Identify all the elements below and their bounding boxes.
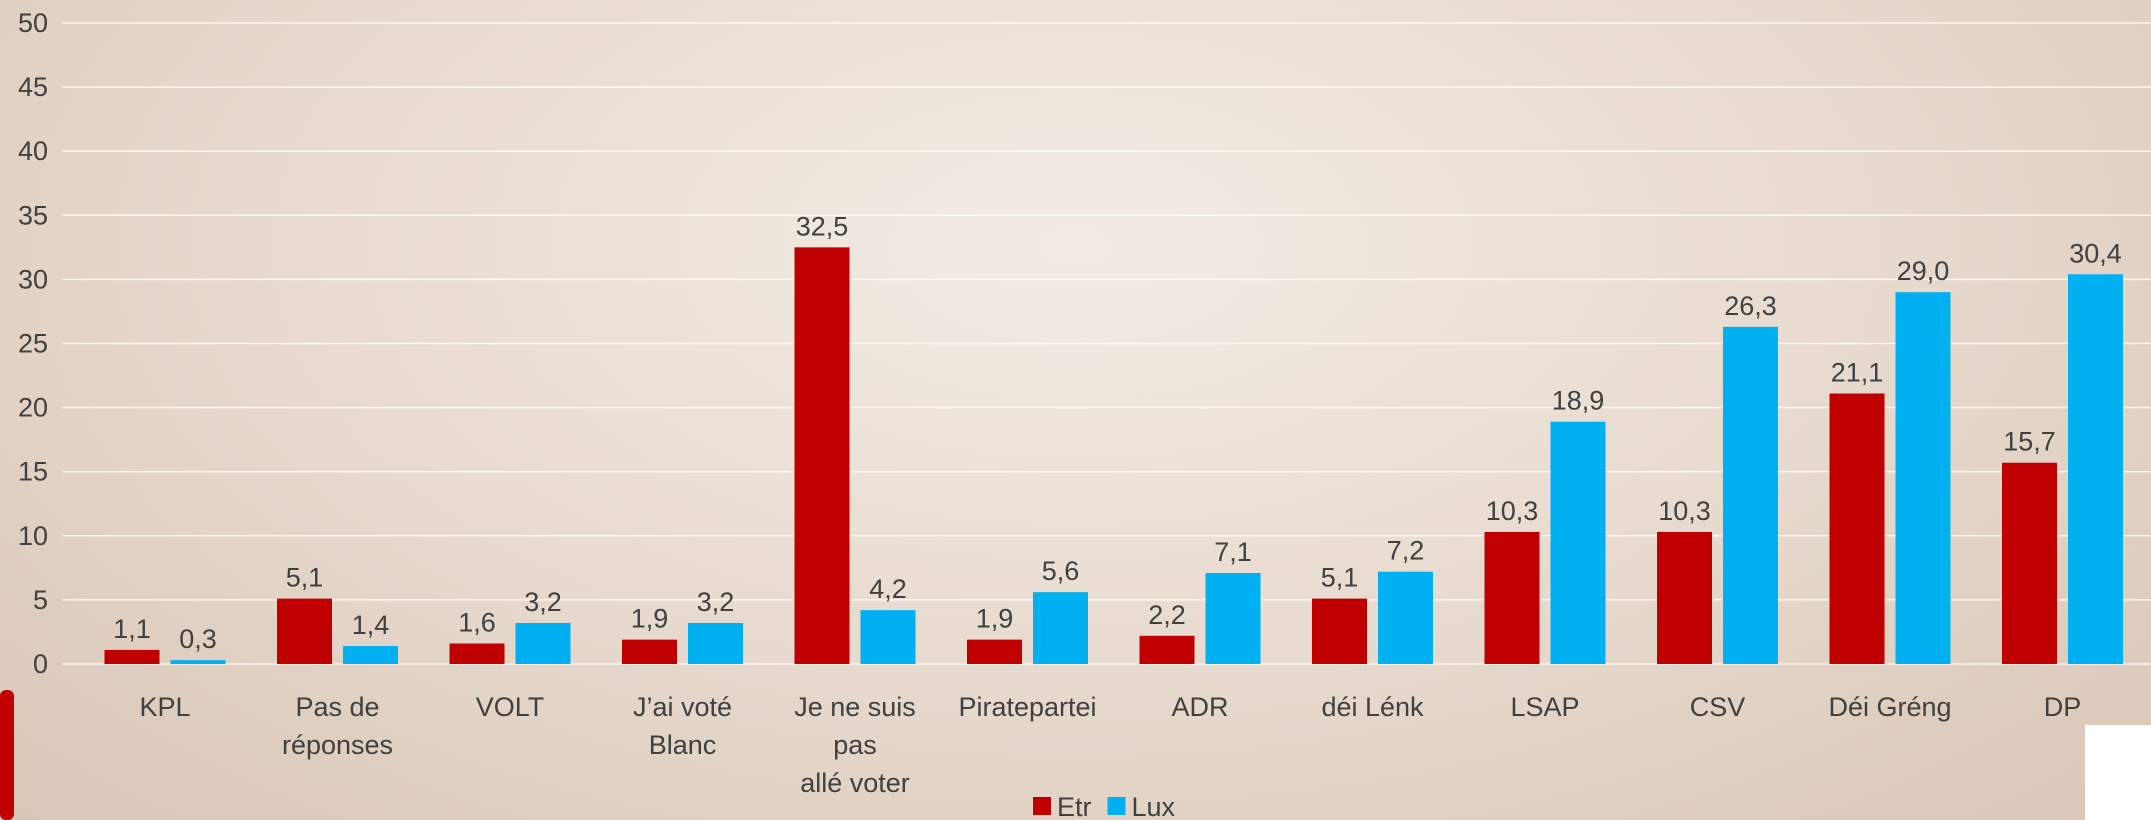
bar	[104, 649, 160, 664]
value-label: 3,2	[697, 587, 735, 617]
bar	[2068, 274, 2123, 664]
bar	[794, 247, 850, 664]
x-tick-label: Piratepartei	[958, 692, 1097, 722]
y-tick-label: 0	[33, 649, 48, 679]
bar	[1723, 326, 1778, 664]
legend-label: Etr	[1057, 792, 1092, 820]
value-label: 10,3	[1658, 496, 1711, 526]
value-label: 32,5	[796, 211, 849, 241]
y-tick-label: 20	[18, 393, 48, 423]
value-label: 30,4	[2069, 238, 2122, 268]
value-label: 26,3	[1724, 291, 1777, 321]
value-label: 15,7	[2003, 427, 2056, 457]
bar	[1550, 421, 1606, 664]
bar	[1378, 571, 1433, 664]
x-tick-label: déi Lénk	[1321, 692, 1424, 722]
bar	[170, 660, 226, 664]
bar	[967, 639, 1022, 664]
bar	[515, 622, 571, 664]
x-tick-label: Je ne suis pas allé voter	[794, 692, 916, 798]
legend-swatch	[1033, 797, 1051, 815]
x-tick-label: CSV	[1689, 692, 1746, 722]
value-label: 2,2	[1148, 600, 1186, 630]
value-label: 5,1	[286, 563, 324, 593]
value-label: 4,2	[869, 574, 907, 604]
value-label: 18,9	[1552, 386, 1605, 416]
value-label: 0,3	[179, 624, 217, 654]
y-tick-label: 35	[18, 200, 48, 230]
x-tick-label: VOLT	[475, 692, 545, 722]
legend-swatch	[1107, 797, 1126, 815]
bar	[622, 639, 677, 664]
value-label: 3,2	[524, 587, 562, 617]
bar	[1895, 292, 1951, 664]
bar	[343, 646, 398, 664]
value-label: 29,0	[1897, 256, 1950, 286]
y-tick-label: 45	[18, 72, 48, 102]
bar	[277, 598, 332, 664]
bar	[449, 643, 505, 664]
value-label: 1,6	[458, 607, 496, 637]
x-tick-label: ADR	[1171, 692, 1229, 722]
decoration	[0, 690, 14, 820]
value-label: 21,1	[1831, 357, 1884, 387]
x-tick-label: LSAP	[1510, 692, 1580, 722]
value-label: 1,4	[352, 610, 390, 640]
bar	[1139, 635, 1195, 664]
value-label: 1,9	[976, 604, 1014, 634]
legend-label: Lux	[1132, 792, 1176, 820]
x-tick-label: Pas de réponses	[281, 692, 394, 760]
bar	[1312, 598, 1367, 664]
bar	[1657, 531, 1712, 664]
value-label: 5,6	[1042, 556, 1080, 586]
y-tick-label: 25	[18, 329, 48, 359]
x-tick-label: KPL	[139, 692, 191, 722]
bar	[2002, 462, 2057, 664]
y-tick-label: 5	[33, 585, 48, 615]
value-label: 1,1	[113, 614, 151, 644]
bar	[688, 622, 743, 664]
value-label: 7,2	[1387, 536, 1425, 566]
value-label: 1,9	[631, 604, 669, 634]
y-tick-label: 50	[18, 8, 48, 38]
y-tick-label: 10	[18, 521, 48, 551]
y-tick-label: 30	[18, 264, 48, 294]
value-label: 7,1	[1214, 537, 1252, 567]
x-tick-label: DP	[2043, 692, 2082, 722]
decoration	[2085, 725, 2151, 820]
x-tick-label: Déi Gréng	[1828, 692, 1952, 722]
bar	[1205, 572, 1261, 664]
value-label: 10,3	[1486, 496, 1539, 526]
bar	[860, 610, 916, 664]
bar	[1484, 531, 1540, 664]
y-tick-label: 15	[18, 457, 48, 487]
y-tick-label: 40	[18, 136, 48, 166]
bar	[1033, 592, 1088, 664]
value-label: 5,1	[1321, 563, 1359, 593]
x-tick-label: J’ai voté Blanc	[632, 692, 733, 760]
bar	[1829, 393, 1885, 664]
